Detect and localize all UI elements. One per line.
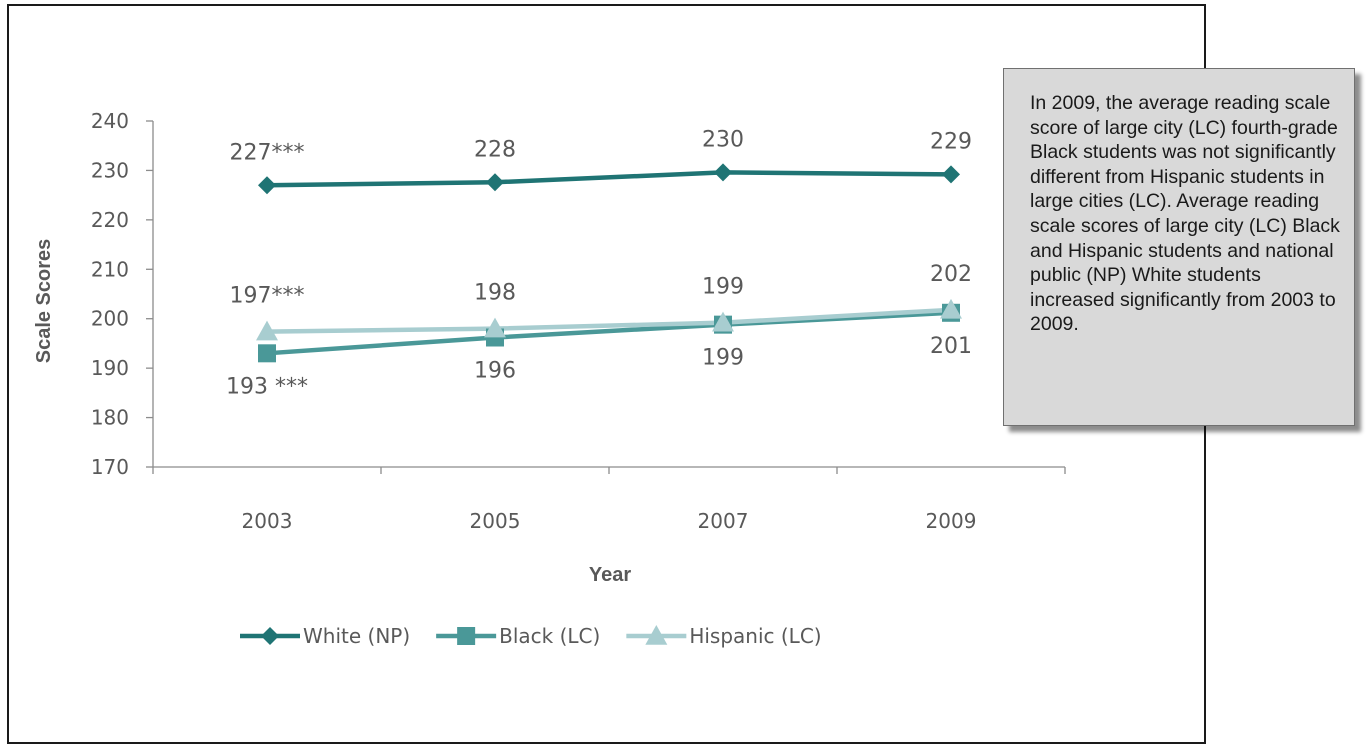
series-lines [266,170,952,356]
callout-box: In 2009, the average reading scale score… [1003,68,1355,426]
x-tick-label: 2003 [242,509,293,533]
axes: 170 180 190 200 210 220 230 240 2003 2005 2007 2009 [91,109,1066,533]
data-point [256,320,278,341]
legend-label: White (NP) [303,624,410,648]
data-point [940,298,962,319]
y-tick-label: 190 [91,356,129,380]
data-point [258,344,276,363]
data-label: 199 [702,346,744,371]
data-label: 228 [474,137,516,162]
data-label: 199 [702,275,744,300]
y-tick-label: 230 [91,158,129,182]
y-tick-label: 180 [91,406,129,430]
legend-marker [457,627,476,645]
data-label: 196 [474,358,516,383]
y-tick-label: 240 [91,109,129,133]
data-point [712,311,734,332]
series-markers [256,163,962,363]
y-axis-title: Scale Scores [33,239,55,364]
x-axis-title: Year [589,564,631,586]
series-line [266,307,952,334]
y-tick-label: 210 [91,257,129,281]
y-tick-label: 220 [91,208,129,232]
y-tick-label: 170 [91,455,129,479]
legend-marker [261,627,279,645]
data-label: 198 [474,281,516,306]
data-point [258,176,276,195]
x-tick-label: 2007 [698,509,749,533]
data-labels: 227*** 228 230 229 193 *** 196 199 201 197*** 198… [226,127,972,399]
x-tick-label: 2009 [926,509,977,533]
data-label: 202 [930,262,972,287]
data-point [714,163,732,182]
callout-text: In 2009, the average reading scale score… [1030,92,1340,336]
legend: White (NP) Black (LC) Hispanic (LC) [240,624,822,648]
x-tick-label: 2005 [470,509,521,533]
legend-label: Hispanic (LC) [689,624,821,648]
legend-label: Black (LC) [499,624,600,648]
legend-marker [645,625,668,645]
data-label: 193 *** [226,374,308,399]
data-label: 229 [930,129,972,154]
series-line [266,170,952,188]
data-point [942,165,960,184]
data-label: 227*** [230,140,305,165]
data-point [484,317,506,338]
data-label: 230 [702,127,744,152]
data-label: 201 [930,334,972,359]
data-label: 197*** [230,284,305,309]
data-point [486,173,504,192]
series-line [266,310,952,356]
y-tick-label: 200 [91,307,129,331]
